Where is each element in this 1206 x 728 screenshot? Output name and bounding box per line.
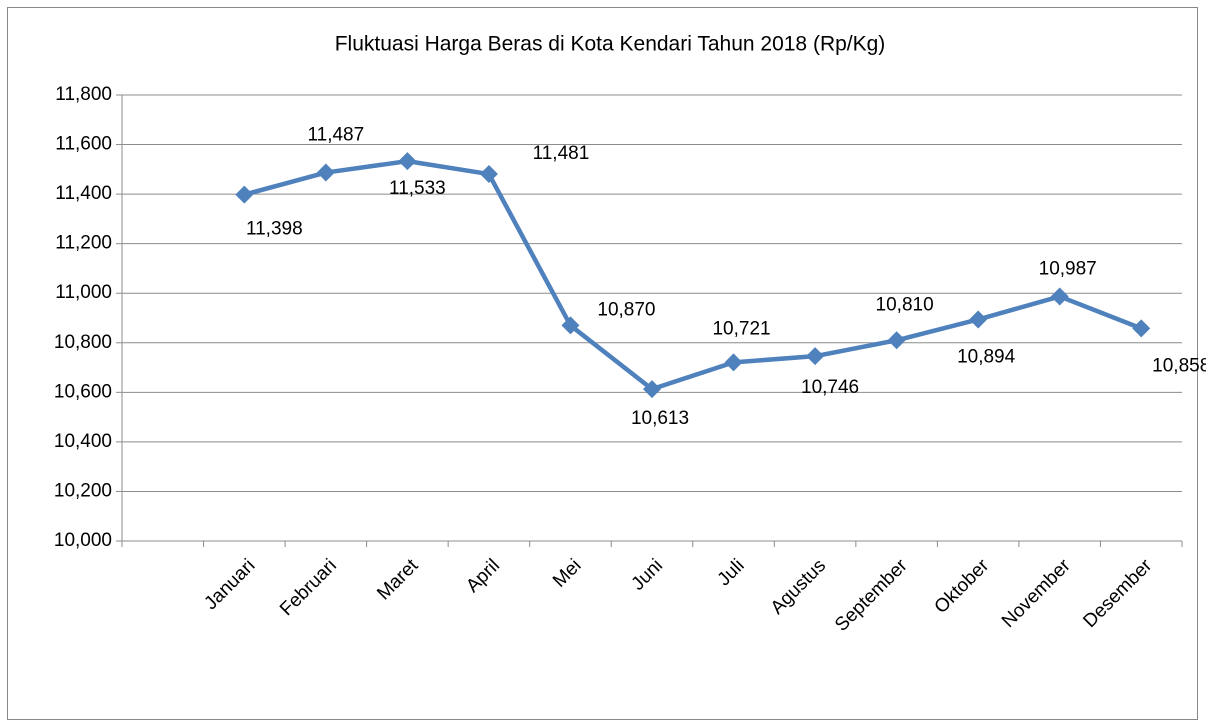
marker — [398, 152, 417, 171]
marker — [561, 316, 580, 335]
marker — [643, 380, 661, 399]
marker — [235, 185, 254, 204]
marker — [806, 347, 825, 366]
chart-frame — [7, 7, 1198, 720]
line — [243, 158, 1143, 392]
data-label: 10,987 — [1039, 258, 1097, 279]
marker — [479, 165, 498, 184]
data-label: 10,613 — [631, 408, 689, 429]
y-tick-label: 10,200 — [54, 480, 112, 501]
y-tick-label: 10,000 — [54, 530, 112, 551]
chart-title: Fluktuasi Harga Beras di Kota Kendari Ta… — [335, 33, 886, 56]
y-tick-label: 11,400 — [55, 183, 112, 204]
marker — [887, 331, 906, 350]
data-label: 11,481 — [533, 143, 590, 164]
y-tick-label: 11,200 — [55, 233, 112, 254]
y-tick-label: 10,400 — [54, 431, 112, 452]
data-label: 10,810 — [876, 294, 934, 315]
marker — [969, 310, 988, 329]
data-label: 11,533 — [389, 178, 446, 199]
data-label: 10,870 — [597, 299, 655, 320]
data-label: 10,894 — [957, 347, 1016, 368]
y-tick-label: 10,600 — [54, 381, 112, 402]
data-label: 10,721 — [712, 318, 770, 339]
y-tick-label: 11,800 — [55, 84, 112, 105]
marker — [1132, 319, 1151, 338]
data-label: 11,487 — [307, 125, 364, 146]
data-label: 10,858 — [1152, 355, 1206, 376]
y-tick-label: 11,000 — [55, 282, 112, 303]
marker — [724, 353, 743, 372]
marker — [1050, 287, 1069, 306]
y-tick-label: 11,600 — [55, 134, 112, 155]
data-label: 10,746 — [801, 377, 859, 398]
y-tick-label: 10,800 — [54, 332, 112, 353]
marker — [316, 163, 335, 182]
data-label: 11,398 — [246, 219, 303, 240]
